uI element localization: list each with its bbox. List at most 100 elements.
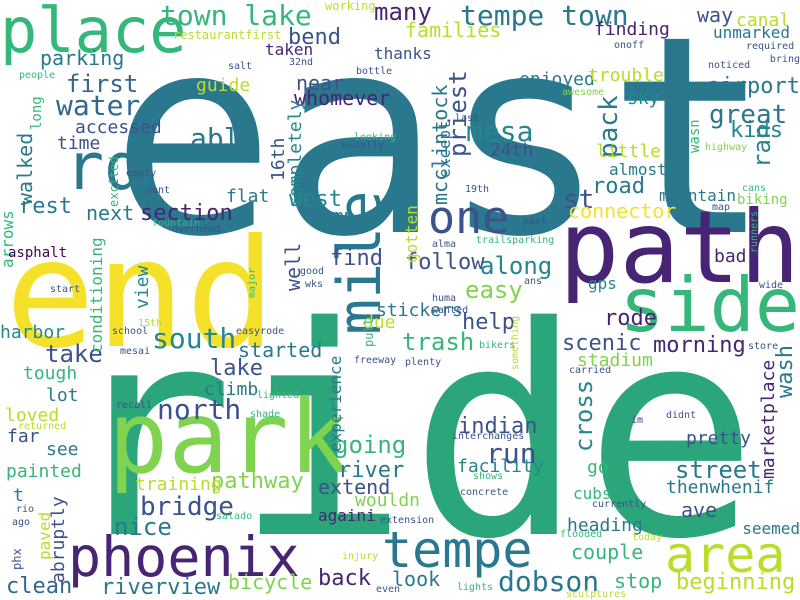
word-tempe-town: tempe town [460, 0, 629, 32]
word-sky: sky [627, 88, 660, 109]
word-bikers: bikers [479, 340, 516, 351]
word-wanted: wanted [432, 305, 469, 316]
word-bridge: bridge [140, 492, 234, 522]
word-usually: usually [342, 140, 385, 151]
word-bicycle: bicycle [228, 570, 313, 594]
word-walked: walked [13, 132, 37, 205]
word-rode: rode [604, 306, 657, 331]
word-runners: runners [749, 210, 760, 253]
word-take: take [45, 340, 103, 368]
word-pull: pull [362, 318, 376, 347]
word-cubs: cubs [573, 484, 612, 503]
word-tough: tough [23, 363, 78, 384]
word-abruptly: abruptly [48, 496, 69, 583]
word-guide: guide [196, 75, 251, 96]
word-riverview: riverview [101, 575, 221, 600]
word-returned: returned [18, 421, 67, 432]
word-morning: morning [653, 333, 746, 358]
word-19th: 19th [465, 184, 490, 195]
word-nice: nice [114, 513, 172, 541]
word-almost: almost [609, 160, 667, 179]
word-easyrode: easyrode [236, 326, 285, 337]
word-shows: shows [473, 471, 504, 482]
word-training: training [135, 474, 222, 495]
word-long: long [29, 96, 45, 130]
word-way: way [697, 3, 734, 27]
word-extend: extend [318, 475, 391, 499]
word-working: working [325, 0, 376, 13]
word-looking: looking [354, 132, 397, 143]
word-phx: phx [10, 548, 24, 570]
word-go: go [587, 457, 609, 478]
word-end: end [5, 208, 276, 382]
word-last: last [455, 113, 480, 124]
word-good: good [300, 266, 325, 277]
word-one: one [428, 191, 510, 244]
word-rest: rest [19, 194, 72, 219]
word-connector: connector [568, 199, 677, 223]
word-beginning: beginning [676, 570, 796, 595]
word-pretty: pretty [686, 428, 752, 449]
word-whomever: whomever [294, 86, 391, 110]
word-onoff: onoff [614, 40, 645, 51]
word-didnt: didnt [666, 410, 697, 421]
word-parking: parking [40, 46, 125, 70]
word-major: major [247, 267, 258, 298]
word-along: along [480, 252, 553, 280]
word-enjoyed: enjoyed [519, 69, 595, 90]
word-wks: wks [305, 279, 324, 290]
word-help: help [462, 310, 515, 335]
word-mesa: mesa [466, 115, 534, 148]
word-many: many [374, 0, 432, 26]
word-asphalt: asphalt [8, 245, 68, 261]
word-overhead: overhead [172, 224, 221, 235]
word-completely: completely [285, 99, 306, 208]
word-going: going [334, 431, 407, 459]
word-park: park [108, 379, 349, 496]
word-alma: alma [432, 239, 457, 250]
word-extension: extension [380, 515, 435, 526]
word-huma: huma [432, 293, 457, 304]
word-bad: bad [714, 246, 747, 267]
word-st: st [563, 185, 595, 215]
word-thenwhenif: thenwhenif [666, 477, 775, 498]
word-bring: bring [769, 54, 800, 65]
word-place: place [0, 0, 187, 67]
word-back: back [318, 566, 371, 591]
word-near: near [296, 71, 345, 95]
word-trouble: trouble [588, 65, 664, 86]
word-clean: clean [6, 574, 73, 599]
word-gps: gps [588, 274, 617, 293]
word-even: even [376, 584, 401, 595]
word-biking: biking [737, 192, 788, 208]
word-salt: salt [228, 61, 253, 72]
word-lighted: lighted [257, 390, 300, 401]
word-im: im [631, 415, 644, 426]
word-required: required [746, 41, 795, 52]
word-map: map [712, 202, 731, 213]
word-15th: 15th [138, 318, 163, 329]
word-road: road [592, 174, 645, 199]
word-salado: salado [216, 511, 253, 522]
word-except: except [435, 120, 454, 178]
word-flat: flat [226, 186, 270, 207]
word-wasn: wasn [687, 119, 703, 153]
word-climb: climb [204, 379, 259, 400]
word-next: next [86, 201, 135, 225]
word-store: store [748, 341, 779, 352]
word-ans: ans [524, 276, 543, 287]
word-people: people [19, 70, 56, 81]
word-bottle: bottle [356, 66, 393, 77]
word-pathway: pathway [211, 469, 304, 494]
word-water: water [56, 89, 141, 122]
word-path: path [559, 189, 800, 306]
word-gotten: gotten [402, 205, 421, 263]
word-area: area [665, 526, 786, 584]
word-today: today [632, 532, 663, 543]
word-street: street [675, 456, 762, 484]
word-far: far [7, 426, 40, 447]
word-seemed: seemed [742, 519, 800, 538]
word-stop: stop [614, 569, 663, 593]
word-mountain: mountain [659, 186, 737, 205]
word-kids: kids [730, 118, 783, 143]
